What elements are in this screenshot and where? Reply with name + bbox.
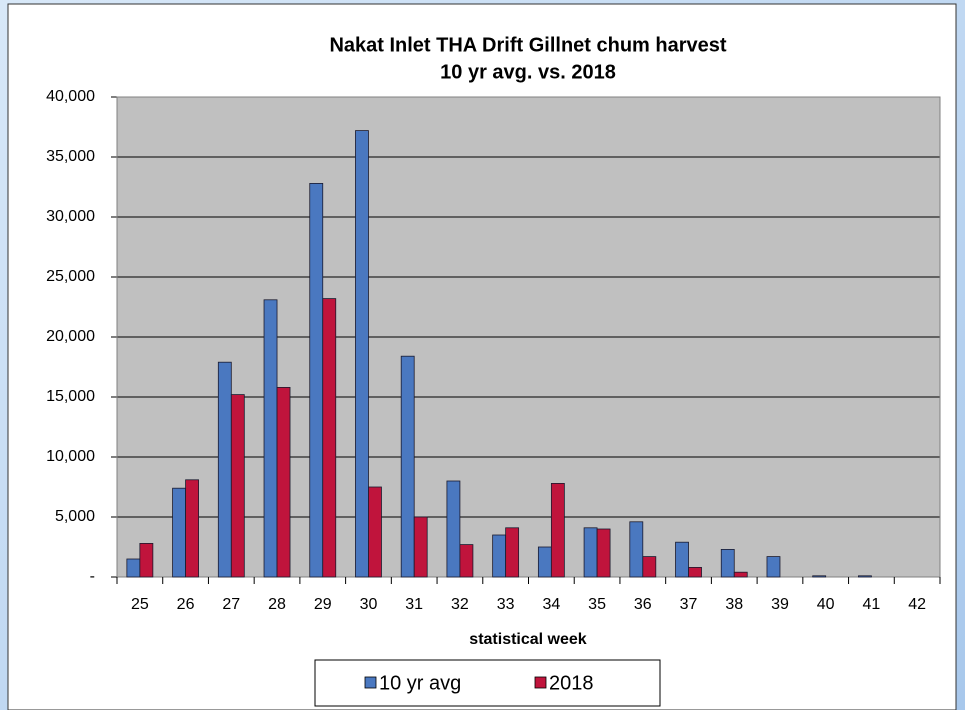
bar	[413, 516, 428, 578]
chart-subtitle: 10 yr avg. vs. 2018	[440, 61, 616, 83]
y-tick-label: 30,000	[46, 208, 95, 225]
y-tick-label: 15,000	[46, 388, 95, 405]
bar	[172, 487, 186, 578]
bar	[400, 355, 415, 578]
x-tick-label: 27	[222, 596, 240, 613]
legend-label: 10 yr avg	[379, 672, 461, 694]
x-tick-label: 38	[725, 596, 743, 613]
bar	[858, 575, 872, 578]
legend-box	[314, 659, 661, 707]
x-tick-label: 29	[314, 596, 332, 613]
y-tick-label: 20,000	[46, 328, 95, 345]
bar	[263, 299, 278, 578]
bar	[185, 479, 199, 578]
x-tick-label: 40	[817, 596, 835, 613]
bar	[322, 298, 337, 578]
x-tick-label: 37	[680, 596, 698, 613]
y-tick-label: -	[90, 568, 95, 585]
bar	[459, 544, 474, 578]
bar	[720, 549, 735, 578]
bar	[217, 361, 232, 578]
y-tick-label: 10,000	[46, 448, 95, 465]
bar	[733, 571, 748, 578]
legend-swatch	[364, 676, 377, 689]
bar	[126, 558, 141, 578]
bar	[642, 556, 657, 578]
bar	[355, 130, 369, 578]
legend-label: 2018	[549, 672, 594, 694]
x-tick-label: 32	[451, 596, 469, 613]
y-tick-label: 40,000	[46, 88, 95, 105]
bar	[139, 543, 154, 578]
legend-swatch	[534, 676, 547, 689]
chart-layer: - 5,000 10,000 15,000 20,000 25,000 30,000 35,0…	[46, 88, 941, 694]
bar	[230, 394, 245, 578]
bar	[583, 527, 598, 578]
x-tick-label: 39	[771, 596, 789, 613]
bar	[446, 480, 461, 578]
bar	[629, 521, 644, 578]
bar	[537, 546, 552, 578]
x-tick-label: 42	[908, 596, 926, 613]
bar	[505, 527, 520, 578]
x-tick-label: 34	[542, 596, 560, 613]
bar	[276, 386, 291, 578]
y-tick-label: 25,000	[46, 268, 95, 285]
x-tick-label: 25	[131, 596, 149, 613]
bar	[688, 567, 702, 578]
y-tick-label: 5,000	[55, 508, 95, 525]
bar	[309, 182, 324, 578]
x-tick-label: 31	[405, 596, 423, 613]
bar	[368, 486, 382, 578]
bar	[766, 556, 781, 578]
x-tick-label: 41	[863, 596, 881, 613]
bar	[675, 541, 689, 578]
x-tick-label: 35	[588, 596, 606, 613]
y-tick-label: 35,000	[46, 148, 95, 165]
bar	[550, 482, 565, 578]
x-tick-label: 33	[497, 596, 515, 613]
x-tick-label: 28	[268, 596, 286, 613]
bar	[492, 534, 507, 578]
bar	[596, 528, 611, 578]
x-tick-label: 26	[177, 596, 195, 613]
x-tick-label: 36	[634, 596, 652, 613]
x-tick-label: 30	[360, 596, 378, 613]
chart-title: Nakat Inlet THA Drift Gillnet chum harve…	[329, 34, 726, 56]
x-axis-title: statistical week	[469, 631, 587, 648]
bar	[812, 575, 827, 578]
